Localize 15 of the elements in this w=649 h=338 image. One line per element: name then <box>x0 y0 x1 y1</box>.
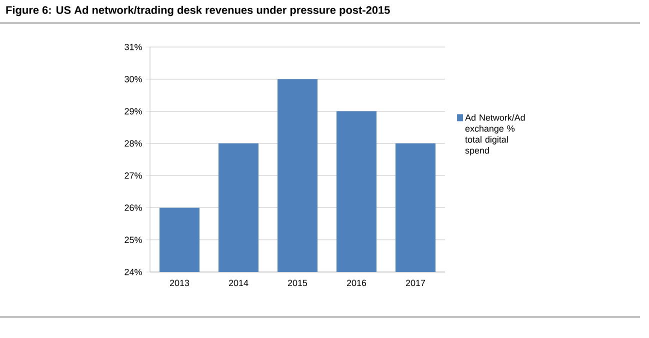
chart-title: Figure 6: US Ad network/trading desk revenues under pressure post-2015 <box>6 6 390 16</box>
x-tick-label: 2013 <box>170 280 190 286</box>
y-tick-label: 27% <box>124 172 142 179</box>
y-tick-label: 26% <box>124 204 142 211</box>
y-tick-label: 24% <box>124 268 142 276</box>
y-tick-label: 25% <box>124 236 142 244</box>
x-tick-label: 2015 <box>288 280 308 286</box>
x-tick-label: 2014 <box>228 280 248 286</box>
y-tick-label: 31% <box>124 44 142 50</box>
y-tick-label: 28% <box>124 140 142 147</box>
x-tick-label: 2017 <box>406 280 426 286</box>
y-tick-label: 29% <box>124 108 142 114</box>
y-tick-label: 30% <box>124 76 142 82</box>
legend-label: Ad Network/Ad exchange % total digital spend <box>465 114 525 156</box>
x-tick-label: 2016 <box>346 280 366 286</box>
